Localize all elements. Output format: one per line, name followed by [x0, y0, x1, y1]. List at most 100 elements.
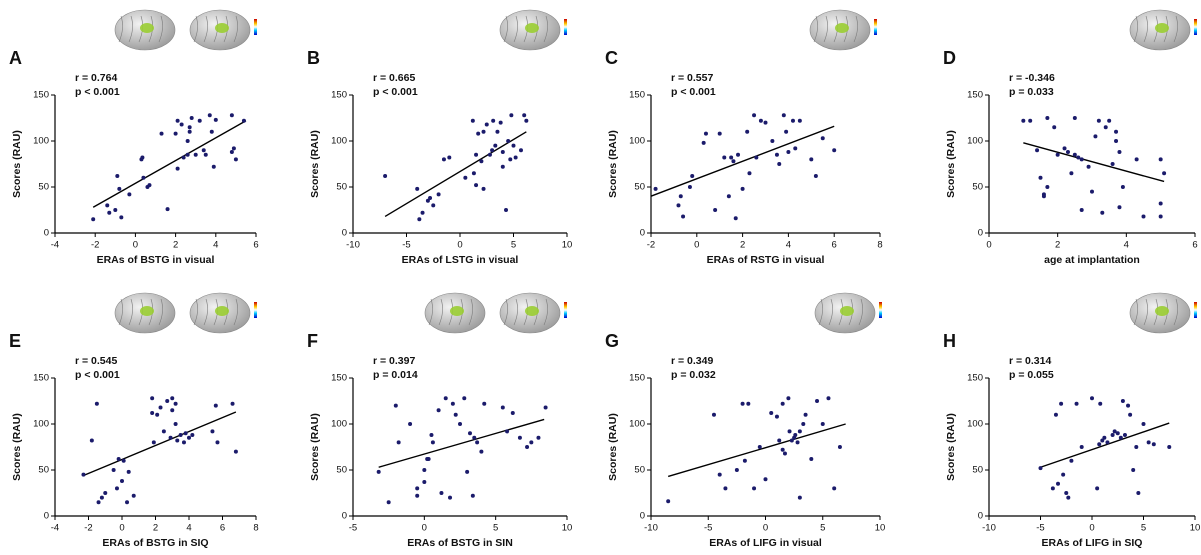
point — [1126, 403, 1131, 408]
point — [1117, 150, 1122, 155]
point — [1041, 194, 1046, 199]
point — [470, 118, 475, 123]
brain-image — [814, 292, 876, 334]
point — [141, 175, 146, 180]
point — [809, 157, 814, 162]
annotation: p < 0.001 — [373, 86, 418, 98]
point — [1072, 116, 1077, 120]
x-tick-label: 4 — [786, 240, 791, 251]
annotation: r = 0.764 — [75, 72, 117, 84]
point — [781, 113, 786, 118]
point — [408, 422, 413, 426]
x-tick-label: 5 — [820, 523, 825, 534]
point — [147, 183, 152, 188]
activation — [140, 23, 154, 33]
colorbar — [879, 302, 882, 318]
point — [230, 401, 235, 406]
y-tick-label: 100 — [967, 419, 983, 430]
point — [189, 116, 194, 120]
point — [207, 113, 212, 118]
point — [1056, 481, 1061, 486]
point — [1114, 129, 1119, 134]
x-tick-label: 8 — [253, 523, 258, 534]
fit-line — [83, 411, 237, 477]
point — [1061, 472, 1066, 477]
fit-line — [667, 423, 846, 478]
point — [448, 495, 453, 500]
point — [1110, 162, 1115, 166]
fit-line — [1023, 142, 1165, 183]
point — [114, 486, 119, 491]
point — [769, 410, 774, 415]
point — [482, 401, 487, 406]
point — [1134, 445, 1139, 449]
sulcus — [853, 15, 858, 43]
annotation: r = -0.346 — [1009, 72, 1055, 84]
x-tick-label: 4 — [186, 523, 191, 534]
point — [787, 429, 792, 434]
point — [774, 414, 779, 419]
brain-image — [499, 292, 561, 334]
point — [1053, 412, 1058, 417]
sulcus — [128, 298, 133, 326]
point — [1112, 429, 1117, 434]
sulcus — [428, 298, 433, 326]
point — [203, 152, 208, 157]
point — [524, 118, 529, 123]
point — [1103, 125, 1108, 130]
x-axis-label: age at implantation — [1044, 254, 1140, 266]
point — [121, 458, 126, 463]
sulcus — [1143, 298, 1148, 326]
activation — [450, 306, 464, 316]
annotation: p < 0.001 — [671, 86, 716, 98]
point — [1141, 214, 1146, 219]
point — [213, 117, 218, 122]
point — [1162, 171, 1167, 176]
point — [467, 431, 472, 436]
point — [1038, 175, 1043, 180]
point — [525, 445, 530, 449]
point — [116, 456, 121, 461]
point — [386, 500, 391, 505]
point — [1136, 491, 1141, 495]
activation — [525, 306, 539, 316]
sulcus — [503, 298, 508, 326]
sulcus — [543, 15, 548, 43]
point — [173, 131, 178, 136]
point — [510, 410, 515, 415]
point — [1065, 150, 1070, 155]
point — [1072, 152, 1077, 157]
annotation: p = 0.014 — [373, 369, 418, 381]
point — [518, 148, 523, 153]
colorbar — [254, 302, 257, 318]
point — [151, 440, 156, 445]
y-tick-label: 50 — [38, 182, 49, 193]
point — [415, 493, 420, 498]
point — [763, 477, 768, 482]
y-tick-label: 100 — [33, 419, 49, 430]
point — [653, 186, 658, 191]
x-tick-label: -4 — [51, 240, 59, 251]
point — [731, 159, 736, 164]
point — [185, 139, 190, 143]
point — [754, 155, 759, 160]
point — [793, 146, 798, 151]
point — [1052, 125, 1057, 130]
point — [1122, 433, 1127, 438]
point — [479, 449, 484, 454]
point — [529, 440, 534, 445]
brain-image — [809, 9, 871, 51]
x-tick-label: -10 — [346, 240, 360, 251]
point — [181, 155, 186, 160]
point — [94, 401, 99, 406]
point — [1096, 118, 1101, 123]
point — [178, 433, 183, 438]
point — [517, 435, 522, 440]
point — [229, 113, 234, 118]
point — [729, 155, 734, 160]
point — [436, 192, 441, 197]
sulcus — [1173, 298, 1178, 326]
sulcus — [203, 15, 208, 43]
brain-image — [1129, 292, 1191, 334]
point — [780, 401, 785, 406]
